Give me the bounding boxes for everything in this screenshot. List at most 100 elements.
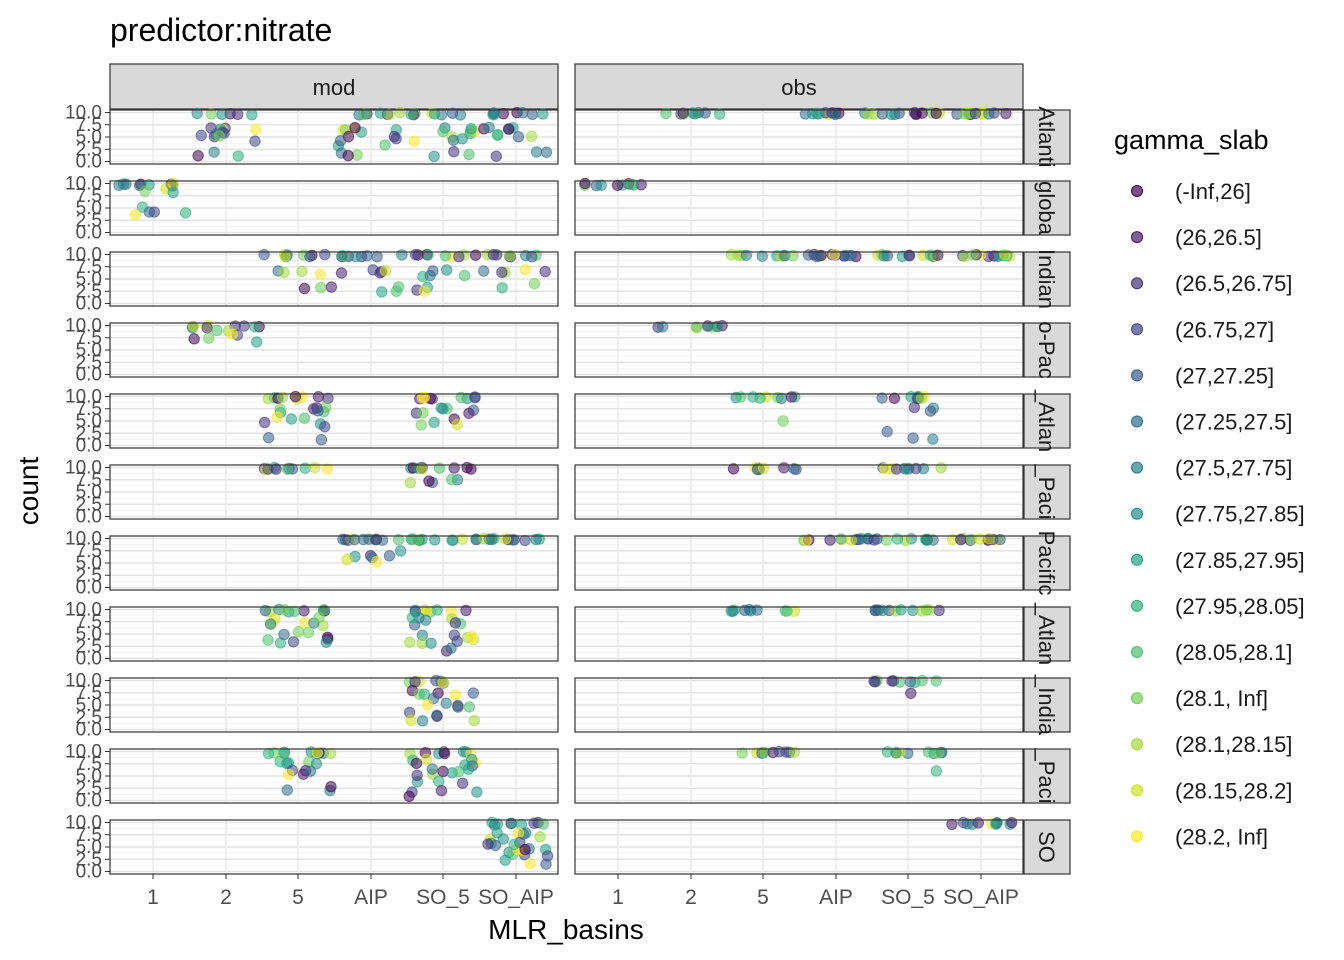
data-point [192, 150, 204, 162]
panel-border [574, 251, 1024, 307]
data-point [690, 321, 703, 334]
data-point [320, 636, 332, 648]
data-point [890, 747, 902, 759]
data-point [264, 618, 277, 630]
data-point [517, 107, 529, 119]
data-point [611, 179, 624, 191]
legend-label: (27.85,27.95] [1175, 548, 1305, 573]
data-point [304, 250, 316, 263]
facet-row-label: _Paci [1034, 747, 1059, 803]
data-point [342, 149, 354, 162]
data-point [250, 123, 262, 136]
data-point [314, 268, 327, 280]
panel-points [259, 603, 480, 657]
data-point [370, 533, 382, 546]
data-point [416, 715, 429, 727]
data-point [785, 391, 798, 403]
x-axis-title: MLR_basins [488, 914, 644, 945]
data-point [519, 534, 531, 547]
data-point [974, 533, 986, 545]
data-point [504, 250, 516, 262]
y-tick-label: 2.5 [76, 352, 102, 373]
data-point [319, 248, 331, 261]
data-point [528, 277, 541, 290]
data-point [376, 286, 388, 298]
data-point [969, 107, 982, 120]
data-point [427, 265, 439, 277]
y-tick-label: 7.5 [76, 754, 102, 775]
facet-row-label: _Atlan [1034, 389, 1059, 452]
x-tick-label: SO_5 [416, 886, 470, 909]
data-point [278, 628, 290, 641]
data-point [319, 421, 331, 433]
y-tick-label: 2.5 [76, 707, 102, 728]
data-point [924, 249, 937, 261]
data-point [537, 818, 550, 830]
data-point [519, 264, 532, 276]
data-point [437, 676, 449, 689]
data-point [845, 249, 858, 262]
facet-row-strip [1023, 748, 1071, 804]
data-point [905, 687, 917, 699]
data-point [312, 405, 324, 417]
data-point [148, 206, 161, 218]
data-point [262, 634, 274, 646]
data-point [416, 463, 428, 475]
data-point [990, 818, 1002, 830]
data-point [449, 617, 462, 629]
data-point [876, 392, 888, 404]
y-tick-label: 10.0 [65, 671, 102, 692]
y-tick-label: 5.0 [76, 695, 102, 716]
legend-label: (27.75,27.85] [1175, 502, 1305, 527]
data-point [775, 392, 788, 405]
y-tick-label: 7.5 [76, 399, 102, 420]
panel-points [262, 745, 483, 802]
data-point [988, 107, 1000, 119]
data-point [463, 701, 476, 713]
data-point [392, 533, 405, 546]
data-point [446, 473, 458, 486]
data-point [463, 148, 475, 161]
data-point [325, 281, 338, 293]
data-point [187, 320, 200, 332]
data-point [885, 108, 898, 121]
data-point [463, 407, 475, 419]
data-point [465, 630, 478, 643]
y-tick-label: 7.5 [76, 825, 102, 846]
panel-border [109, 180, 559, 236]
data-point [315, 281, 327, 294]
data-point [420, 753, 433, 765]
data-point [904, 676, 917, 688]
x-tick-label: 1 [612, 886, 624, 909]
data-point [487, 248, 500, 261]
legend-key [1131, 369, 1143, 382]
data-point [426, 763, 439, 775]
data-point [421, 699, 434, 711]
facet-row-label: _Paci [1034, 463, 1059, 519]
legend-label: (28.05,28.1] [1175, 640, 1292, 665]
data-point [477, 265, 490, 277]
data-point [440, 264, 453, 276]
data-point [907, 432, 919, 444]
data-point [994, 533, 1006, 546]
facet-row-strip [1023, 535, 1071, 591]
data-point [713, 108, 726, 120]
data-point [208, 146, 220, 158]
data-point [285, 413, 298, 425]
data-point [777, 415, 789, 427]
data-point [958, 107, 970, 120]
x-tick-label: SO_5 [881, 886, 935, 909]
data-point [213, 130, 226, 142]
data-point [778, 462, 790, 474]
data-point [246, 109, 258, 121]
y-tick-label: 5.0 [76, 766, 102, 787]
data-point [727, 463, 740, 475]
y-tick-label: 2.5 [76, 281, 102, 302]
facet-row-strip [1023, 464, 1071, 520]
data-point [868, 675, 880, 687]
data-point [526, 251, 538, 263]
data-point [456, 777, 469, 789]
panel-border [574, 535, 1024, 591]
y-tick-label: 5.0 [76, 482, 102, 503]
data-point [787, 249, 799, 262]
